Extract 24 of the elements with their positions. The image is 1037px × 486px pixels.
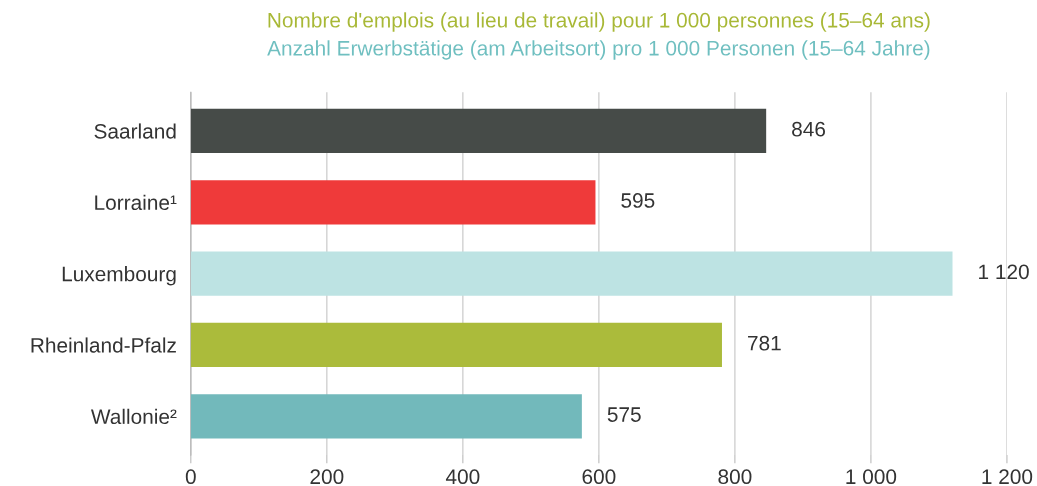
data-label: 595: [621, 193, 655, 208]
y-tick-label: Lorraine¹: [95, 194, 177, 211]
data-label: 575: [607, 407, 641, 422]
bar: [190, 108, 767, 154]
data-label: 1 120: [979, 264, 1029, 280]
chart-subtitle: Anzahl Erwerbstätige (am Arbeitsort) pro 1 000 Personen (15–64 Jahre): [267, 40, 930, 60]
chart-title: Nombre d'emplois (au lieu de travail) pour 1 000 personnes (15–64 ans): [268, 12, 930, 32]
bar: [190, 322, 722, 368]
y-tick-label: Rheinland-Pfalz: [31, 337, 176, 353]
data-label: 846: [792, 121, 826, 137]
x-tick-label: 0: [185, 469, 196, 485]
bar: [190, 251, 953, 296]
bar: [190, 180, 596, 225]
data-label: 781: [748, 335, 781, 351]
x-tick-label: 1 200: [982, 469, 1033, 485]
y-tick-label: Saarland: [94, 123, 176, 139]
y-tick-label: Luxembourg: [62, 266, 176, 286]
y-tick-label: Wallonie²: [90, 408, 177, 425]
bar: [190, 394, 582, 439]
x-tick-label: 400: [445, 469, 480, 485]
x-tick-label: 1 000: [846, 469, 897, 485]
x-tick-label: 800: [718, 469, 752, 485]
x-tick-label: 200: [310, 469, 344, 485]
x-tick-label: 600: [582, 469, 616, 485]
